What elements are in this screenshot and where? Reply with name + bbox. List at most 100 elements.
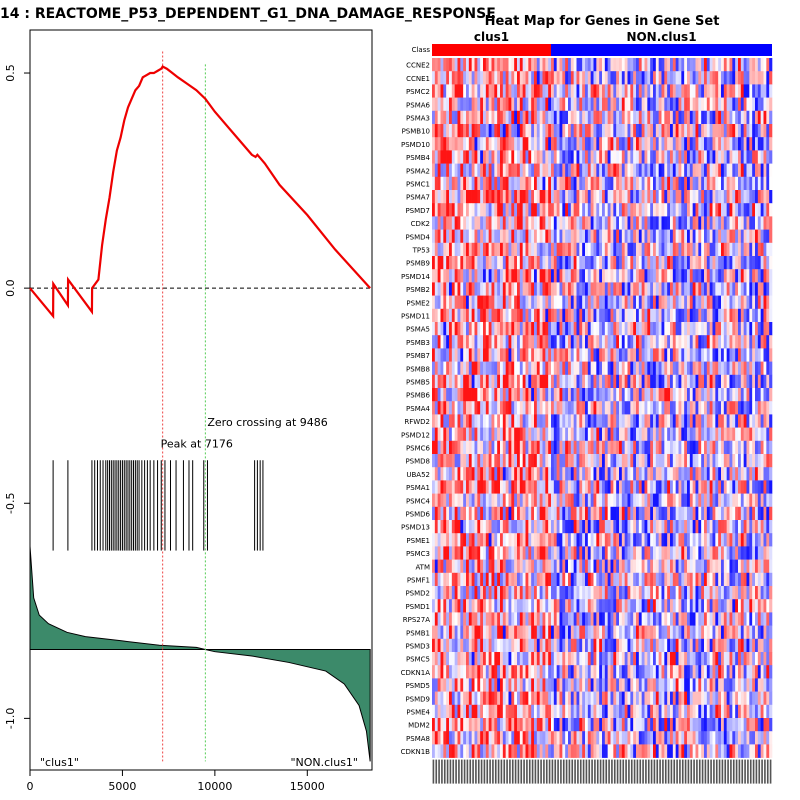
heatmap-cell: [732, 282, 736, 296]
heatmap-cell: [556, 295, 560, 310]
heatmap-cell: [500, 361, 504, 376]
heatmap-cell: [570, 97, 574, 112]
heatmap-cell: [633, 493, 637, 508]
heatmap-cell: [755, 190, 759, 204]
heatmap-cell: [536, 269, 540, 283]
heatmap-cell: [621, 546, 625, 560]
heatmap-cell: [667, 242, 671, 257]
heatmap-cell: [460, 533, 464, 547]
heatmap-cell: [672, 71, 676, 85]
heatmap-cell: [497, 176, 501, 191]
heatmap-cell: [755, 295, 759, 310]
heatmap-cell: [769, 401, 773, 415]
heatmap-cell: [709, 256, 713, 270]
heatmap-cell: [449, 506, 453, 521]
heatmap-cell: [607, 163, 611, 178]
heatmap-cell: [636, 137, 640, 151]
heatmap-cell: [715, 559, 719, 574]
heatmap-cell: [468, 216, 472, 230]
heatmap-cell: [576, 242, 580, 257]
heatmap-cell: [587, 282, 591, 296]
heatmap-cell: [613, 533, 617, 547]
heatmap-cell: [755, 216, 759, 230]
heatmap-cell: [466, 427, 470, 442]
heatmap-cell: [570, 361, 574, 376]
heatmap-cell: [466, 454, 470, 468]
heatmap-cell: [559, 546, 563, 560]
heatmap-cell: [568, 242, 572, 257]
heatmap-cell: [621, 84, 625, 98]
heatmap-cell: [616, 572, 620, 587]
heatmap-cell: [701, 124, 705, 138]
heatmap-cell: [735, 216, 739, 230]
heatmap-cell: [667, 374, 671, 389]
heatmap-cell: [721, 163, 725, 178]
heatmap-cell: [681, 361, 685, 376]
heatmap-cell: [468, 533, 472, 547]
heatmap-cell: [729, 269, 733, 283]
heatmap-cell: [534, 282, 538, 296]
heatmap-cell: [689, 58, 693, 72]
heatmap-cell: [573, 374, 577, 389]
heatmap-cell: [514, 190, 518, 204]
heatmap-cell: [735, 282, 739, 296]
heatmap-cell: [514, 97, 518, 112]
heatmap-cell: [726, 282, 730, 296]
heatmap-cell: [449, 295, 453, 310]
heatmap-cell: [548, 84, 552, 98]
heatmap-cell: [440, 335, 444, 349]
heatmap-cell: [757, 137, 761, 151]
heatmap-cell: [491, 546, 495, 560]
heatmap-cell: [726, 295, 730, 310]
heatmap-cell: [667, 559, 671, 574]
heatmap-cell: [528, 414, 532, 428]
heatmap-cell: [638, 374, 642, 389]
heatmap-cell: [497, 308, 501, 323]
heatmap-cell: [644, 572, 648, 587]
heatmap-cell: [585, 454, 589, 468]
heatmap-cell: [661, 295, 665, 310]
heatmap-cell: [542, 493, 546, 508]
heatmap-cell: [460, 388, 464, 402]
heatmap-cell: [457, 163, 461, 178]
heatmap-cell: [644, 58, 648, 72]
heatmap-cell: [553, 586, 557, 600]
heatmap-cell: [678, 97, 682, 112]
heatmap-cell: [655, 150, 659, 164]
heatmap-cell: [760, 335, 764, 349]
heatmap-cell: [437, 308, 441, 323]
heatmap-cell: [432, 308, 436, 323]
heatmap-cell: [740, 401, 744, 415]
heatmap-cell: [655, 335, 659, 349]
gene-row-label: PSMD2: [405, 590, 430, 598]
heatmap-cell: [661, 454, 665, 468]
heatmap-cell: [715, 242, 719, 257]
heatmap-cell: [590, 361, 594, 376]
heatmap-cell: [460, 546, 464, 560]
heatmap-cell: [653, 480, 657, 494]
heatmap-cell: [576, 150, 580, 164]
heatmap-cell: [607, 414, 611, 428]
heatmap-cell: [568, 414, 572, 428]
heatmap-cell: [556, 110, 560, 125]
heatmap-cell: [587, 71, 591, 85]
heatmap-cell: [630, 269, 634, 283]
heatmap-cell: [684, 361, 688, 376]
heatmap-cell: [661, 190, 665, 204]
heatmap-cell: [454, 401, 458, 415]
heatmap-cell: [712, 348, 716, 362]
heatmap-cell: [630, 374, 634, 389]
heatmap-cell: [542, 401, 546, 415]
heatmap-cell: [454, 348, 458, 362]
heatmap-cell: [536, 520, 540, 534]
heatmap-cell: [599, 137, 603, 151]
heatmap-cell: [602, 414, 606, 428]
heatmap-cell: [562, 480, 566, 494]
heatmap-cell: [534, 335, 538, 349]
heatmap-cell: [718, 401, 722, 415]
heatmap-cell: [695, 282, 699, 296]
heatmap-cell: [675, 572, 679, 587]
heatmap-cell: [621, 440, 625, 455]
gene-row-label: PSMD13: [401, 524, 430, 532]
heatmap-cell: [511, 559, 515, 574]
